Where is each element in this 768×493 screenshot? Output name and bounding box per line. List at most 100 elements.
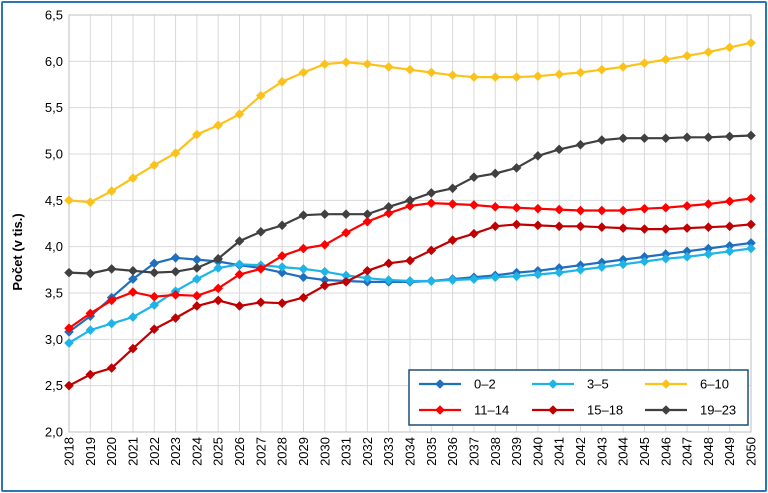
data-point bbox=[575, 265, 586, 275]
data-point bbox=[554, 221, 564, 232]
data-point bbox=[724, 196, 735, 207]
legend-marker bbox=[661, 405, 671, 415]
data-point bbox=[362, 59, 373, 69]
y-tick-label: 3,5 bbox=[45, 286, 63, 301]
data-point bbox=[362, 273, 373, 283]
data-point bbox=[511, 271, 522, 282]
legend-marker bbox=[435, 379, 445, 389]
data-point bbox=[234, 301, 245, 311]
data-point bbox=[746, 243, 756, 254]
data-point bbox=[746, 130, 756, 141]
data-point bbox=[128, 173, 138, 183]
data-point bbox=[213, 283, 223, 294]
y-tick-label: 5,0 bbox=[45, 147, 63, 162]
x-tick-label: 2042 bbox=[573, 437, 588, 466]
data-point bbox=[405, 195, 415, 206]
data-point bbox=[490, 272, 501, 283]
data-point bbox=[660, 54, 671, 65]
data-point bbox=[618, 62, 628, 72]
data-point bbox=[170, 148, 181, 158]
data-point bbox=[703, 199, 714, 209]
data-point bbox=[554, 204, 564, 215]
data-point bbox=[746, 219, 756, 230]
data-point bbox=[234, 269, 245, 280]
x-tick-label: 2033 bbox=[381, 437, 396, 466]
x-tick-label: 2038 bbox=[488, 437, 503, 466]
data-point bbox=[234, 109, 245, 119]
data-point bbox=[64, 380, 74, 391]
x-tick-label: 2036 bbox=[445, 437, 460, 466]
x-tick-label: 2048 bbox=[701, 437, 716, 466]
x-tick-label: 2034 bbox=[403, 437, 418, 466]
data-point bbox=[554, 69, 564, 80]
y-tick-label: 2,0 bbox=[45, 425, 63, 440]
data-point bbox=[660, 133, 671, 144]
x-tick-label: 2043 bbox=[594, 437, 609, 466]
legend-marker bbox=[661, 379, 671, 389]
data-point bbox=[383, 202, 394, 212]
data-point bbox=[618, 223, 628, 233]
data-point bbox=[64, 195, 74, 206]
x-tick-label: 2031 bbox=[339, 437, 354, 466]
data-point bbox=[639, 224, 650, 234]
data-point bbox=[426, 245, 437, 256]
data-point bbox=[575, 221, 586, 232]
data-point bbox=[682, 132, 692, 143]
x-tick-label: 2027 bbox=[253, 437, 268, 466]
x-tick-label: 2039 bbox=[509, 437, 524, 466]
x-tick-label: 2026 bbox=[232, 437, 247, 466]
y-tick-label: 3,0 bbox=[45, 332, 63, 347]
data-point bbox=[682, 252, 692, 262]
data-point bbox=[533, 151, 543, 161]
data-point bbox=[682, 223, 692, 233]
data-point bbox=[703, 132, 714, 143]
data-point bbox=[597, 135, 607, 145]
data-point bbox=[128, 265, 138, 276]
x-tick-label: 2037 bbox=[466, 437, 481, 466]
data-point bbox=[341, 227, 351, 238]
data-point bbox=[469, 228, 479, 239]
data-point bbox=[597, 262, 607, 272]
data-point bbox=[85, 308, 96, 319]
x-tick-label: 2035 bbox=[424, 437, 439, 466]
data-point bbox=[213, 253, 223, 264]
data-point bbox=[106, 186, 117, 196]
data-point bbox=[639, 256, 650, 267]
data-point bbox=[746, 38, 756, 48]
data-point bbox=[469, 172, 479, 182]
data-point bbox=[682, 201, 692, 211]
data-point bbox=[106, 295, 117, 306]
y-axis-label: Počet (v tis.) bbox=[10, 213, 25, 290]
data-point bbox=[618, 205, 628, 216]
x-tick-label: 2030 bbox=[317, 437, 332, 466]
data-point bbox=[319, 240, 330, 250]
data-point bbox=[703, 47, 714, 57]
data-point bbox=[469, 72, 479, 82]
data-point bbox=[703, 222, 714, 233]
data-point bbox=[746, 193, 756, 204]
data-point bbox=[85, 369, 96, 380]
data-point bbox=[192, 290, 202, 301]
legend-marker bbox=[548, 405, 558, 415]
data-point bbox=[426, 188, 437, 198]
data-point bbox=[724, 246, 735, 257]
data-point bbox=[192, 263, 202, 273]
data-point bbox=[575, 205, 586, 216]
data-point bbox=[319, 280, 330, 291]
data-point bbox=[575, 67, 586, 78]
data-point bbox=[511, 163, 522, 173]
data-point bbox=[618, 259, 628, 270]
data-point bbox=[597, 222, 607, 233]
x-tick-label: 2032 bbox=[360, 437, 375, 466]
data-point bbox=[383, 258, 394, 269]
data-point bbox=[639, 58, 650, 68]
data-point bbox=[724, 221, 735, 232]
data-point bbox=[149, 160, 160, 170]
data-point bbox=[256, 227, 266, 237]
data-point bbox=[703, 243, 714, 254]
x-tick-label: 2040 bbox=[530, 437, 545, 466]
y-tick-label: 6,0 bbox=[45, 54, 63, 69]
legend-label: 15–18 bbox=[587, 403, 623, 418]
data-point bbox=[85, 268, 96, 279]
